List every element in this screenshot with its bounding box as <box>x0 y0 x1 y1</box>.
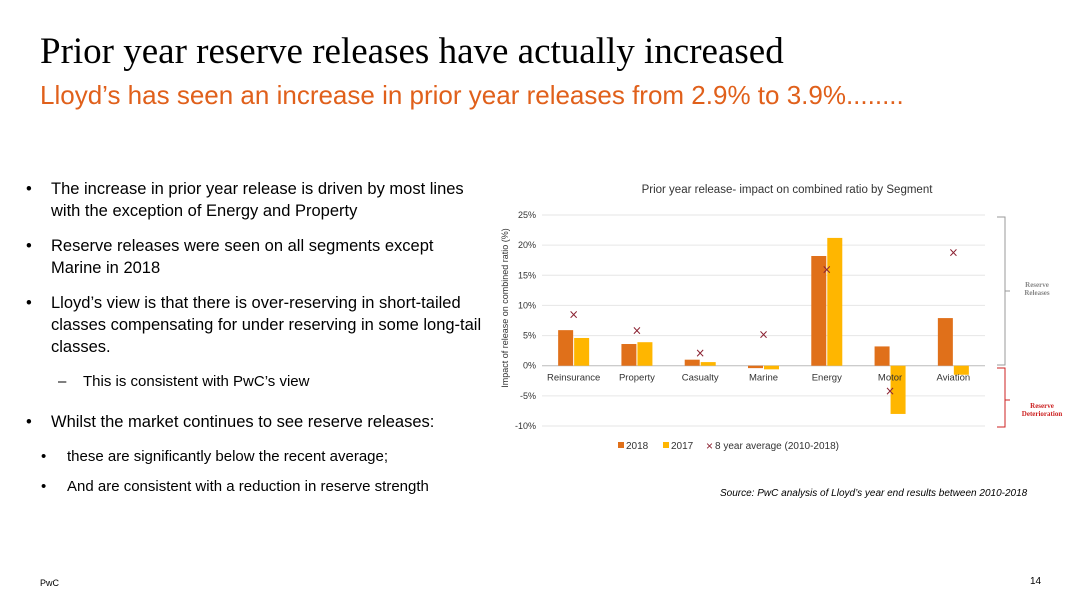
bullet-item: • Lloyd’s view is that there is over-rese… <box>22 292 482 358</box>
legend-label-2018: 2018 <box>626 441 649 452</box>
average-marker-motor: × <box>885 384 895 398</box>
legend-label-2017: 2017 <box>671 441 694 452</box>
category-labels: Reinsurance Property Casualty Marine Energy M… <box>547 373 970 384</box>
bullet-dot: • <box>26 413 32 431</box>
chart-title: Prior year release- impact on combined r… <box>642 184 934 196</box>
reserve-deterioration-bracket <box>997 367 1010 428</box>
reserve-releases-bracket <box>997 216 1010 366</box>
category-label-aviation: Aviation <box>937 373 971 384</box>
segment-release-chart: Prior year release- impact on combined r… <box>500 184 1063 453</box>
y-tick-label: 10% <box>518 300 536 310</box>
annotation-line: Deterioration <box>1022 410 1063 418</box>
bullet-dot: • <box>26 294 32 312</box>
slide-subtitle: Lloyd’s has seen an increase in prior ye… <box>40 80 904 110</box>
bars <box>558 237 969 414</box>
bar-2017-motor <box>890 365 906 414</box>
y-tick-label: -10% <box>515 421 536 431</box>
category-label-casualty: Casualty <box>682 373 719 384</box>
bullet-dash: – <box>58 373 67 390</box>
y-tick-label: 15% <box>518 270 536 280</box>
sub-bullet-item: • these are significantly below the recen… <box>22 446 482 468</box>
bar-2017-energy <box>827 237 843 366</box>
y-tick-label: 0% <box>523 361 536 371</box>
bullet-dot: • <box>26 180 32 198</box>
average-marker-energy: × <box>822 262 832 276</box>
bullet-text: Lloyd’s view is that there is over-reser… <box>51 294 482 356</box>
bullet-dot: • <box>26 237 32 255</box>
average-markers: × × × × × × × <box>569 245 959 398</box>
annotation-line: Releases <box>1024 289 1050 297</box>
category-label-marine: Marine <box>749 373 778 384</box>
legend-swatch-2017 <box>663 442 669 448</box>
source-note: Source: PwC analysis of Lloyd’s year end… <box>720 488 1028 499</box>
bar-2018-reinsurance <box>558 330 574 366</box>
category-label-motor: Motor <box>878 373 902 384</box>
legend-label-average: 8 year average (2010-2018) <box>715 441 839 452</box>
bar-2018-property <box>621 344 637 366</box>
y-tick-labels: 25% 20% 15% 10% 5% 0% -5% -10% <box>515 210 536 431</box>
bar-2018-motor <box>874 346 890 366</box>
chart-legend: 2018 2017 × 8 year average (2010-2018) <box>618 439 839 453</box>
bar-2017-property <box>637 342 653 366</box>
bar-2018-energy <box>811 255 827 366</box>
sub-bullet-item: • And are consistent with a reduction in … <box>22 476 482 498</box>
bar-2017-casualty <box>700 362 716 366</box>
bullet-text: these are significantly below the recent… <box>67 448 389 465</box>
bar-2018-aviation <box>937 318 953 366</box>
y-tick-label: 5% <box>523 331 536 341</box>
bar-2018-casualty <box>684 359 700 366</box>
y-tick-label: -5% <box>520 391 536 401</box>
bar-2017-marine <box>764 365 779 370</box>
bullet-dot: • <box>41 478 47 495</box>
bullet-list: • The increase in prior year release is d… <box>22 178 482 506</box>
page-number: 14 <box>1030 576 1042 587</box>
reserve-releases-label: Reserve Releases <box>1024 281 1050 297</box>
bullet-item: • Whilst the market continues to see rese… <box>22 411 482 433</box>
bullet-dot: • <box>41 448 47 465</box>
bar-2017-aviation <box>953 365 969 375</box>
bullet-item: • The increase in prior year release is d… <box>22 178 482 222</box>
average-marker-reinsurance: × <box>569 307 579 321</box>
legend-swatch-2018 <box>618 442 624 448</box>
bullet-text: And are consistent with a reduction in r… <box>67 478 429 495</box>
gridlines <box>542 214 985 427</box>
bullet-text: Reserve releases were seen on all segmen… <box>51 237 434 277</box>
y-tick-label: 20% <box>518 240 536 250</box>
average-marker-marine: × <box>758 327 768 341</box>
average-marker-aviation: × <box>948 245 958 259</box>
bullet-text: This is consistent with PwC’s view <box>83 373 310 390</box>
category-label-property: Property <box>619 373 655 384</box>
y-tick-label: 25% <box>518 210 536 220</box>
sub-bullet-item: – This is consistent with PwC’s view <box>22 371 482 393</box>
y-axis-label: Impact of release on combined ratio (%) <box>500 228 510 388</box>
bar-2018-marine <box>748 365 763 369</box>
legend-marker-average: × <box>706 439 713 453</box>
category-label-reinsurance: Reinsurance <box>547 373 600 384</box>
bullet-item: • Reserve releases were seen on all segme… <box>22 235 482 279</box>
category-label-energy: Energy <box>812 373 842 384</box>
annotation-line: Reserve <box>1030 402 1054 410</box>
footer-brand: PwC <box>40 578 60 588</box>
average-marker-casualty: × <box>695 346 705 360</box>
average-marker-property: × <box>632 324 642 338</box>
annotation-line: Reserve <box>1025 281 1049 289</box>
bullet-text: Whilst the market continues to see reser… <box>51 413 435 431</box>
slide-title: Prior year reserve releases have actuall… <box>40 31 784 72</box>
bar-2017-reinsurance <box>574 337 590 366</box>
reserve-deterioration-label: Reserve Deterioration <box>1022 402 1063 418</box>
bullet-text: The increase in prior year release is dr… <box>51 180 464 220</box>
